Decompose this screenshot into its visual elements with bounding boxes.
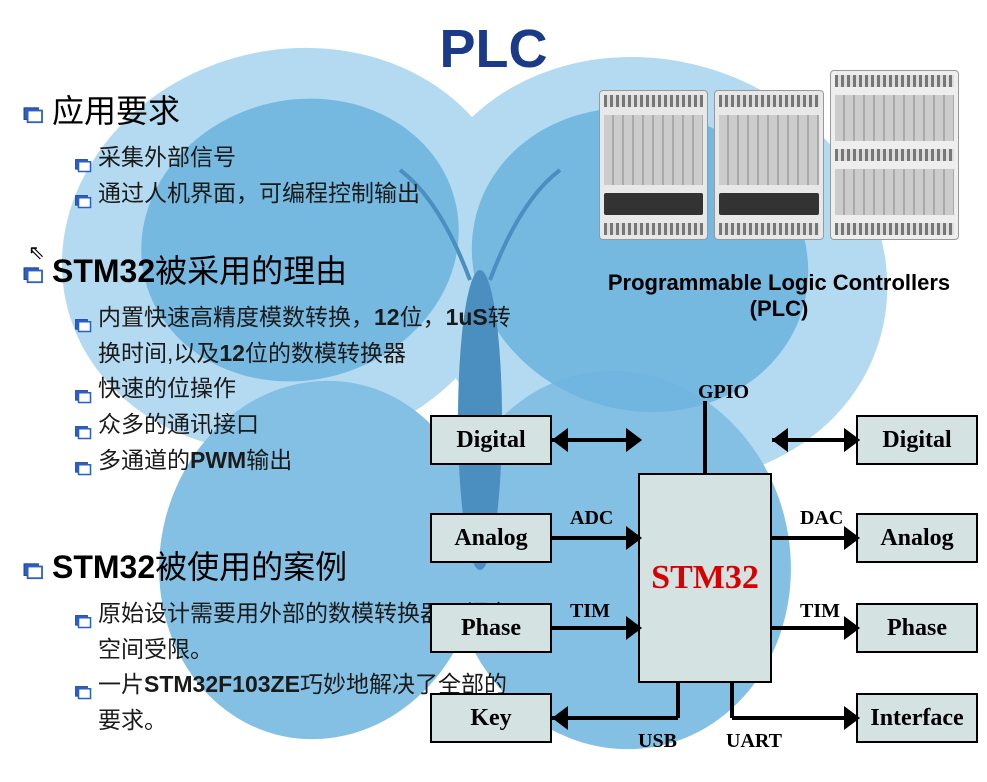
list-item: 内置快速高精度模数转换，12位，1uS转换时间,以及12位的数模转换器 bbox=[74, 300, 528, 371]
list-item-text: 众多的通讯接口 bbox=[98, 407, 259, 443]
node-interface: Interface bbox=[856, 693, 978, 743]
section-0: 应用要求采集外部信号通过人机界面，可编程控制输出 bbox=[22, 86, 420, 211]
edge-label-dac: DAC bbox=[800, 507, 843, 530]
edge-label-uart: UART bbox=[726, 730, 782, 753]
bullet-icon bbox=[74, 148, 92, 163]
node-digital-in: Digital bbox=[430, 415, 552, 465]
node-analog-in: Analog bbox=[430, 513, 552, 563]
node-phase-in: Phase bbox=[430, 603, 552, 653]
node-digital-out: Digital bbox=[856, 415, 978, 465]
bullet-icon bbox=[74, 415, 92, 430]
list-item-text: 多通道的PWM输出 bbox=[98, 443, 292, 479]
node-analog-out: Analog bbox=[856, 513, 978, 563]
bullet-icon bbox=[74, 184, 92, 199]
list-item: 通过人机界面，可编程控制输出 bbox=[74, 176, 420, 212]
stm32-block-diagram: GPIO STM32DigitalDigitalAnalogAnalogPhas… bbox=[430, 385, 980, 765]
node-stm32-center: STM32 bbox=[638, 473, 772, 683]
bullet-icon bbox=[74, 451, 92, 466]
list-item-text: 快速的位操作 bbox=[98, 371, 236, 407]
plc-caption: Programmable Logic Controllers (PLC) bbox=[589, 270, 969, 322]
edge-label-usb: USB bbox=[638, 730, 677, 753]
list-item-text: 采集外部信号 bbox=[98, 140, 236, 176]
bullet-icon bbox=[22, 95, 44, 113]
section-heading: 应用要求 bbox=[22, 86, 420, 132]
bullet-icon bbox=[22, 255, 44, 273]
node-key: Key bbox=[430, 693, 552, 743]
list-item-text: 内置快速高精度模数转换，12位，1uS转换时间,以及12位的数模转换器 bbox=[98, 300, 528, 371]
bullet-icon bbox=[74, 308, 92, 323]
edge-label-tim: TIM bbox=[800, 600, 840, 623]
edge-label-tim: TIM bbox=[570, 600, 610, 623]
plc-hardware-image bbox=[599, 60, 959, 240]
bullet-icon bbox=[74, 379, 92, 394]
list-item-text: 通过人机界面，可编程控制输出 bbox=[98, 176, 420, 212]
section-heading: STM32被采用的理由 bbox=[22, 246, 528, 292]
edge-label-adc: ADC bbox=[570, 507, 613, 530]
node-phase-out: Phase bbox=[856, 603, 978, 653]
list-item: 采集外部信号 bbox=[74, 140, 420, 176]
bullet-icon bbox=[22, 551, 44, 569]
bullet-icon bbox=[74, 604, 92, 619]
bullet-icon bbox=[74, 675, 92, 690]
